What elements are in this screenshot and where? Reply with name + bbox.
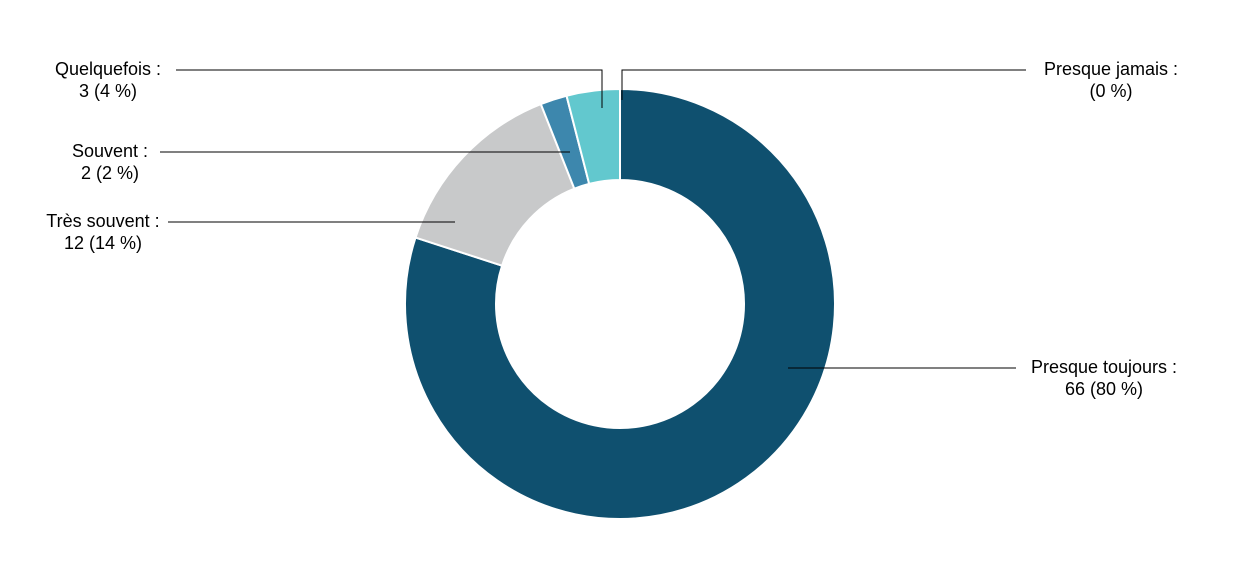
leader-quelquefois — [176, 69, 603, 108]
callout-tres-souvent: Très souvent : 12 (14 %) — [13, 210, 193, 254]
callout-presque-jamais: Presque jamais : (0 %) — [1021, 58, 1201, 102]
callout-tres-souvent-label: Très souvent : — [46, 211, 160, 231]
callout-souvent-value: 2 (2 %) — [80, 163, 140, 183]
callout-tres-souvent-value: 12 (14 %) — [63, 233, 143, 253]
callout-souvent-label: Souvent : — [71, 141, 149, 161]
slice-quelquefois — [565, 88, 621, 185]
donut-slices — [404, 88, 836, 520]
callout-presque-jamais-value: (0 %) — [1089, 81, 1133, 101]
callout-quelquefois: Quelquefois : 3 (4 %) — [18, 58, 198, 102]
callout-presque-toujours-value: 66 (80 %) — [1064, 379, 1144, 399]
callout-presque-toujours: Presque toujours : 66 (80 %) — [1014, 356, 1194, 400]
callout-quelquefois-value: 3 (4 %) — [78, 81, 138, 101]
leader-presque-jamais — [621, 69, 1026, 100]
leader-lines — [160, 69, 1026, 369]
callout-quelquefois-label: Quelquefois : — [54, 59, 162, 79]
callout-presque-toujours-label: Presque toujours : — [1030, 357, 1178, 377]
callout-presque-jamais-label: Presque jamais : — [1043, 59, 1179, 79]
callout-souvent: Souvent : 2 (2 %) — [20, 140, 200, 184]
slice-presque-toujours — [404, 88, 836, 520]
